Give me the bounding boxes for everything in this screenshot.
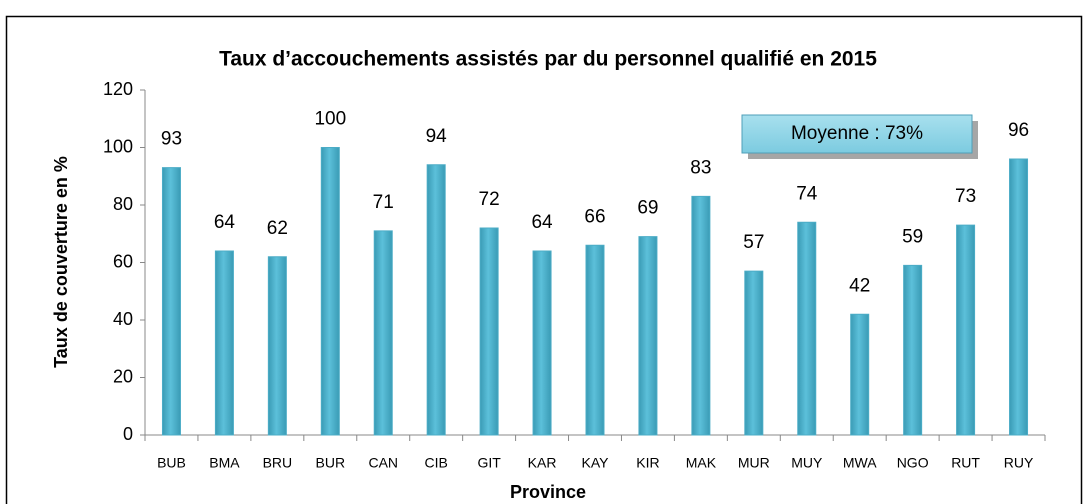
bar (267, 256, 287, 436)
bar (479, 227, 499, 436)
data-label: 83 (690, 157, 711, 178)
chart-title: Taux d’accouchements assistés par du per… (219, 48, 877, 71)
bar (850, 313, 870, 436)
data-label: 72 (479, 189, 500, 210)
x-tick-label: NGO (897, 455, 929, 471)
bar (638, 236, 658, 436)
x-tick-label: RUT (951, 455, 980, 471)
x-tick-label: RUY (1004, 455, 1034, 471)
data-label: 94 (426, 126, 448, 147)
bar (214, 250, 234, 436)
data-label: 42 (849, 275, 870, 296)
data-label: 96 (1008, 120, 1029, 141)
bar (797, 221, 817, 436)
y-tick-label: 20 (113, 366, 133, 386)
data-label: 74 (796, 183, 818, 204)
x-tick-label: CIB (425, 455, 448, 471)
bar (903, 264, 923, 436)
data-label: 71 (373, 192, 394, 213)
bar (161, 167, 181, 436)
data-label: 57 (743, 232, 764, 253)
y-tick-label: 100 (103, 136, 133, 156)
bar (691, 195, 711, 436)
x-tick-label: KIR (636, 455, 659, 471)
data-label: 64 (214, 212, 236, 233)
bar (320, 147, 340, 436)
annotation: Moyenne : 73% (791, 123, 923, 144)
data-label: 93 (161, 129, 182, 150)
bar (744, 270, 764, 436)
x-tick-label: BMA (209, 455, 240, 471)
x-tick-label: BRU (263, 455, 293, 471)
x-tick-label: MUY (791, 455, 823, 471)
data-label: 64 (531, 212, 553, 233)
data-label: 100 (314, 109, 346, 130)
y-tick-label: 80 (113, 194, 133, 214)
x-tick-label: BUR (316, 455, 346, 471)
data-label: 62 (267, 218, 288, 239)
bar (373, 230, 393, 436)
y-tick-label: 60 (113, 251, 133, 271)
x-tick-label: BUB (157, 455, 186, 471)
x-tick-label: MAK (686, 455, 717, 471)
annotation-box (741, 114, 973, 154)
x-tick-label: KAR (528, 455, 557, 471)
x-tick-label: MUR (738, 455, 770, 471)
bar (585, 244, 605, 436)
x-axis-label: Province (510, 482, 586, 502)
y-tick-label: 120 (103, 79, 133, 99)
bar (956, 224, 976, 436)
bar (426, 164, 446, 436)
data-label: 66 (584, 206, 605, 227)
x-tick-label: CAN (368, 455, 398, 471)
bar (532, 250, 552, 436)
x-tick-label: KAY (582, 455, 610, 471)
y-tick-label: 0 (123, 424, 133, 444)
data-label: 73 (955, 186, 976, 207)
y-tick-label: 40 (113, 309, 133, 329)
x-tick-label: GIT (477, 455, 501, 471)
bar (1009, 158, 1029, 436)
y-axis-label: Taux de couverture en % (51, 156, 71, 368)
data-label: 59 (902, 226, 923, 247)
x-tick-label: MWA (843, 455, 877, 471)
data-label: 69 (637, 198, 658, 219)
